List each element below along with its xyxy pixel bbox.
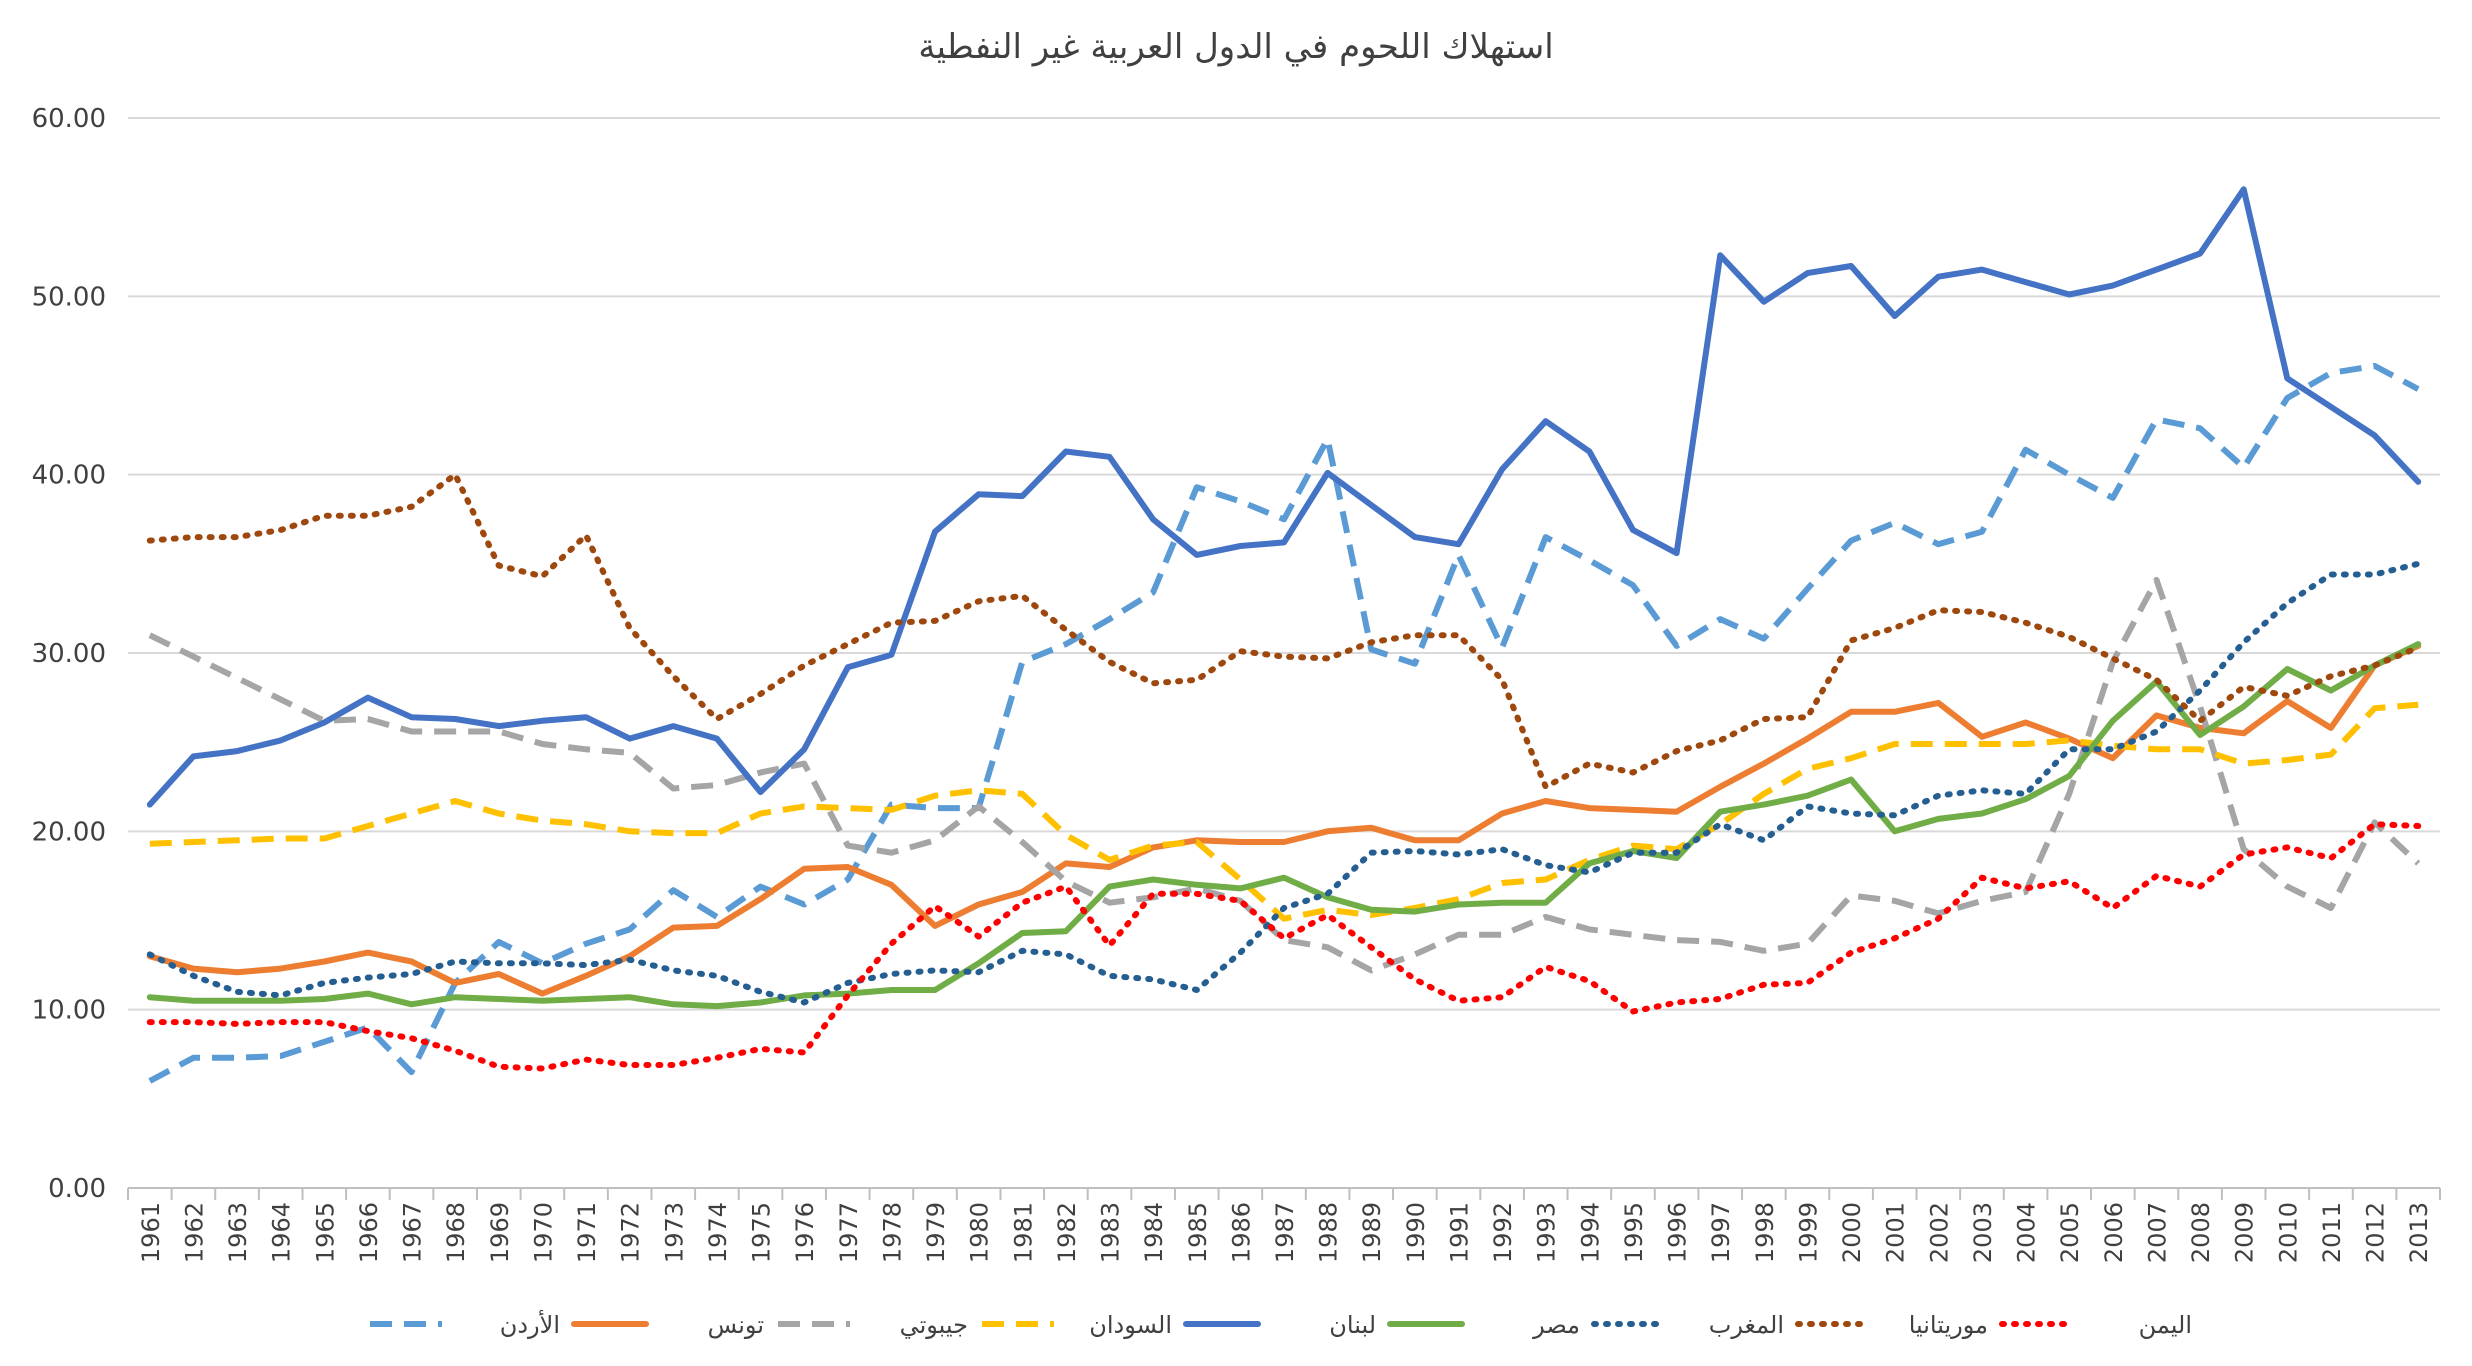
x-tick-label: 1964 xyxy=(268,1202,296,1263)
y-tick-label: 60.00 xyxy=(32,104,106,134)
legend-label: لبنان xyxy=(1329,1311,1376,1339)
y-tick-label: 50.00 xyxy=(32,282,106,312)
x-tick-label: 1979 xyxy=(922,1202,950,1263)
x-tick-label: 2007 xyxy=(2143,1202,2171,1263)
x-tick-label: 1983 xyxy=(1097,1202,1125,1263)
x-tick-label: 1967 xyxy=(399,1202,427,1263)
x-tick-label: 1984 xyxy=(1140,1202,1168,1263)
x-tick-label: 1987 xyxy=(1271,1202,1299,1263)
x-tick-label: 2002 xyxy=(1925,1202,1953,1263)
legend: الأردن تونس جيبوتي السودان لبنان مصر المغرب مور… xyxy=(370,1310,2192,1339)
x-tick-label: 2000 xyxy=(1838,1202,1866,1263)
x-tick-label: 1991 xyxy=(1445,1202,1473,1263)
x-tick-label: 2005 xyxy=(2056,1202,2084,1263)
x-tick-label: 2003 xyxy=(1969,1202,1997,1263)
x-tick-label: 1973 xyxy=(660,1202,688,1263)
x-tick-label: 1971 xyxy=(573,1202,601,1263)
x-tick-label: 1998 xyxy=(1751,1202,1779,1263)
x-axis: 1961 1962 1963 1964 1965 1966 1967 1968 1969 1970… xyxy=(127,1188,2441,1263)
series-line xyxy=(149,701,2419,922)
x-tick-label: 2012 xyxy=(2362,1202,2390,1263)
x-tick-label: 2008 xyxy=(2187,1202,2215,1263)
legend-label: جيبوتي xyxy=(900,1311,968,1339)
x-tick-label: 1980 xyxy=(966,1202,994,1263)
x-tick-label: 1972 xyxy=(617,1202,645,1263)
legend-label: تونس xyxy=(708,1311,764,1339)
x-tick-label: 2013 xyxy=(2405,1202,2433,1263)
x-tick-label: 1968 xyxy=(442,1202,470,1263)
x-tick-label: 2006 xyxy=(2100,1202,2128,1263)
legend-label: الأردن xyxy=(500,1310,560,1339)
x-tick-label: 1985 xyxy=(1184,1202,1212,1263)
gridlines xyxy=(128,117,2440,1189)
x-tick-label: 1993 xyxy=(1533,1202,1561,1263)
x-tick-label: 2001 xyxy=(1882,1202,1910,1263)
x-tick-label: 1962 xyxy=(180,1202,208,1263)
x-tick-label: 1975 xyxy=(748,1202,776,1263)
x-tick-label: 2011 xyxy=(2318,1202,2346,1263)
x-tick-label: 1992 xyxy=(1489,1202,1517,1263)
series-line xyxy=(148,362,2420,1084)
legend-label: السودان xyxy=(1089,1311,1172,1339)
series-line xyxy=(146,560,2422,1006)
series-line xyxy=(146,821,2422,1072)
x-tick-label: 2009 xyxy=(2231,1202,2259,1263)
x-tick-label: 1978 xyxy=(878,1202,906,1263)
x-tick-label: 1970 xyxy=(529,1202,557,1263)
series-line xyxy=(146,186,2422,808)
y-tick-label: 0.00 xyxy=(48,1174,106,1204)
series-line xyxy=(146,641,2422,1010)
x-tick-label: 1981 xyxy=(1009,1202,1037,1263)
series-line xyxy=(146,471,2422,790)
x-tick-label: 1966 xyxy=(355,1202,383,1263)
x-tick-label: 1997 xyxy=(1707,1202,1735,1263)
series-lines xyxy=(146,186,2422,1084)
series-line xyxy=(148,576,2421,974)
x-tick-label: 1977 xyxy=(835,1202,863,1263)
x-tick-label: 1995 xyxy=(1620,1202,1648,1263)
x-tick-label: 1994 xyxy=(1576,1202,1604,1263)
legend-label: المغرب xyxy=(1709,1311,1784,1339)
y-tick-label: 20.00 xyxy=(32,817,106,847)
x-tick-label: 1989 xyxy=(1358,1202,1386,1263)
x-tick-label: 1963 xyxy=(224,1202,252,1263)
y-tick-label: 10.00 xyxy=(32,996,106,1026)
y-tick-label: 30.00 xyxy=(32,639,106,669)
x-tick-label: 1996 xyxy=(1664,1202,1692,1263)
x-tick-label: 1986 xyxy=(1227,1202,1255,1263)
y-tick-label: 40.00 xyxy=(32,461,106,491)
x-tick-label: 1969 xyxy=(486,1202,514,1263)
x-tick-label: 2004 xyxy=(2013,1202,2041,1263)
x-tick-label: 1976 xyxy=(791,1202,819,1263)
x-tick-label: 1988 xyxy=(1315,1202,1343,1263)
legend-label: مصر xyxy=(1532,1311,1580,1339)
x-tick-label: 1965 xyxy=(311,1202,339,1263)
legend-label: اليمن xyxy=(2139,1311,2192,1339)
series-line xyxy=(146,642,2422,997)
x-tick-label: 1990 xyxy=(1402,1202,1430,1263)
x-tick-label: 1974 xyxy=(704,1202,732,1263)
legend-label: موريتانيا xyxy=(1909,1311,1988,1339)
y-axis: 0.00 10.00 20.00 30.00 40.00 50.00 60.00 xyxy=(32,104,106,1204)
x-tick-label: 1982 xyxy=(1053,1202,1081,1263)
chart-title: استهلاك اللحوم في الدول العربية غير النف… xyxy=(918,27,1553,67)
x-tick-label: 1961 xyxy=(137,1202,165,1263)
x-tick-label: 2010 xyxy=(2274,1202,2302,1263)
x-tick-label: 1999 xyxy=(1794,1202,1822,1263)
